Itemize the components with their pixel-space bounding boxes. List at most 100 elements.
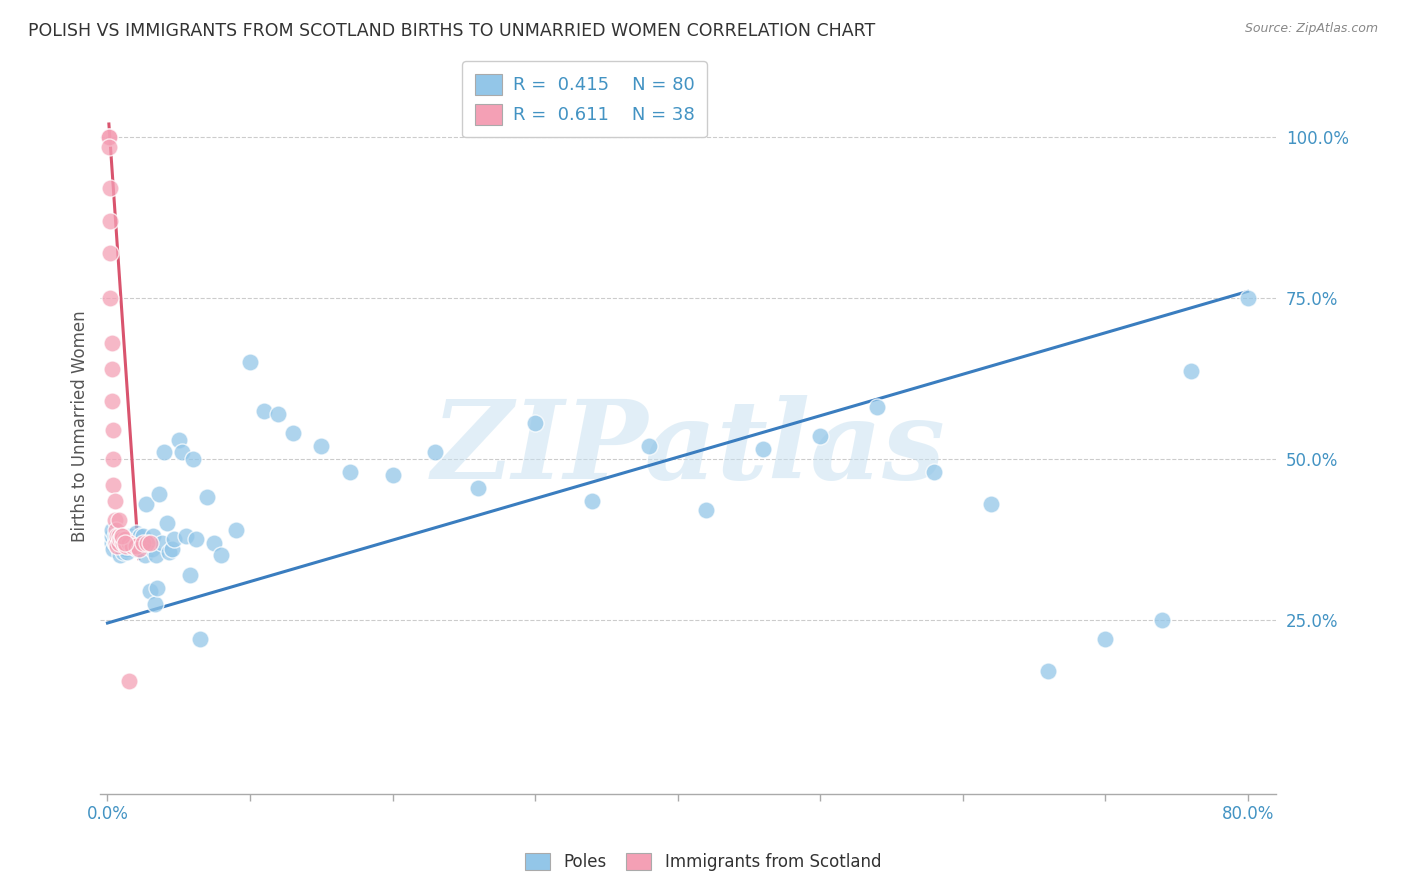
Point <box>114 535 136 549</box>
Point <box>111 529 134 543</box>
Point <box>381 467 404 482</box>
Text: POLISH VS IMMIGRANTS FROM SCOTLAND BIRTHS TO UNMARRIED WOMEN CORRELATION CHART: POLISH VS IMMIGRANTS FROM SCOTLAND BIRTH… <box>28 22 876 40</box>
Point <box>118 673 141 688</box>
Point <box>425 445 447 459</box>
Point <box>101 541 124 556</box>
Point <box>267 407 290 421</box>
Point <box>114 533 136 547</box>
Point <box>107 539 129 553</box>
Point <box>110 549 132 563</box>
Point <box>1094 632 1116 647</box>
Point <box>153 445 176 459</box>
Point <box>980 497 1002 511</box>
Point <box>115 539 138 553</box>
Point <box>97 129 120 144</box>
Point <box>110 533 132 547</box>
Point <box>134 549 156 563</box>
Text: Source: ZipAtlas.com: Source: ZipAtlas.com <box>1244 22 1378 36</box>
Point <box>118 539 141 553</box>
Point <box>695 503 717 517</box>
Point <box>111 535 134 549</box>
Point <box>181 451 204 466</box>
Point <box>129 529 152 543</box>
Point <box>136 535 159 549</box>
Point <box>1152 613 1174 627</box>
Point <box>146 581 169 595</box>
Point <box>121 533 143 547</box>
Point <box>309 439 332 453</box>
Legend: Poles, Immigrants from Scotland: Poles, Immigrants from Scotland <box>516 845 890 880</box>
Point <box>148 487 170 501</box>
Point <box>157 545 180 559</box>
Point <box>179 567 201 582</box>
Point <box>195 491 218 505</box>
Point <box>100 393 122 408</box>
Text: ZIPatlas: ZIPatlas <box>432 395 945 502</box>
Point <box>100 361 122 376</box>
Point <box>108 513 131 527</box>
Point <box>135 497 157 511</box>
Point <box>112 535 135 549</box>
Point <box>139 535 162 549</box>
Point <box>97 139 120 153</box>
Point <box>188 632 211 647</box>
Point <box>105 535 128 549</box>
Point <box>120 535 142 549</box>
Point <box>107 529 129 543</box>
Point <box>211 549 233 563</box>
Point <box>524 417 547 431</box>
Point <box>111 529 134 543</box>
Point <box>100 523 122 537</box>
Point <box>752 442 775 457</box>
Point <box>239 355 262 369</box>
Point <box>115 533 138 547</box>
Point <box>100 535 122 549</box>
Point <box>105 535 128 549</box>
Point <box>98 181 121 195</box>
Point <box>142 529 165 543</box>
Point <box>101 477 124 491</box>
Legend: R =  0.415    N = 80, R =  0.611    N = 38: R = 0.415 N = 80, R = 0.611 N = 38 <box>463 62 707 137</box>
Y-axis label: Births to Unmarried Women: Births to Unmarried Women <box>72 310 89 542</box>
Point <box>101 423 124 437</box>
Point <box>922 465 945 479</box>
Point <box>104 513 127 527</box>
Point <box>125 525 148 540</box>
Point <box>108 529 131 543</box>
Point <box>281 426 304 441</box>
Point <box>163 533 186 547</box>
Point <box>225 523 247 537</box>
Point <box>128 541 150 556</box>
Point <box>124 533 146 547</box>
Point <box>108 535 131 549</box>
Point <box>866 401 889 415</box>
Point <box>121 539 143 553</box>
Point <box>97 129 120 144</box>
Point <box>101 451 124 466</box>
Point <box>98 245 121 260</box>
Point <box>467 481 489 495</box>
Point <box>170 445 193 459</box>
Point <box>160 541 183 556</box>
Point <box>202 535 225 549</box>
Point <box>339 465 361 479</box>
Point <box>112 545 135 559</box>
Point <box>150 535 173 549</box>
Point <box>156 516 179 531</box>
Point <box>118 535 141 549</box>
Point <box>167 433 190 447</box>
Point <box>808 429 831 443</box>
Point <box>105 523 128 537</box>
Point <box>110 533 132 547</box>
Point <box>174 529 197 543</box>
Point <box>1180 364 1202 378</box>
Point <box>111 533 134 547</box>
Point <box>127 541 149 556</box>
Point <box>132 535 155 549</box>
Point <box>143 597 166 611</box>
Point <box>120 529 142 543</box>
Point <box>638 439 661 453</box>
Point <box>122 539 145 553</box>
Point <box>1236 291 1258 305</box>
Point <box>1036 665 1059 679</box>
